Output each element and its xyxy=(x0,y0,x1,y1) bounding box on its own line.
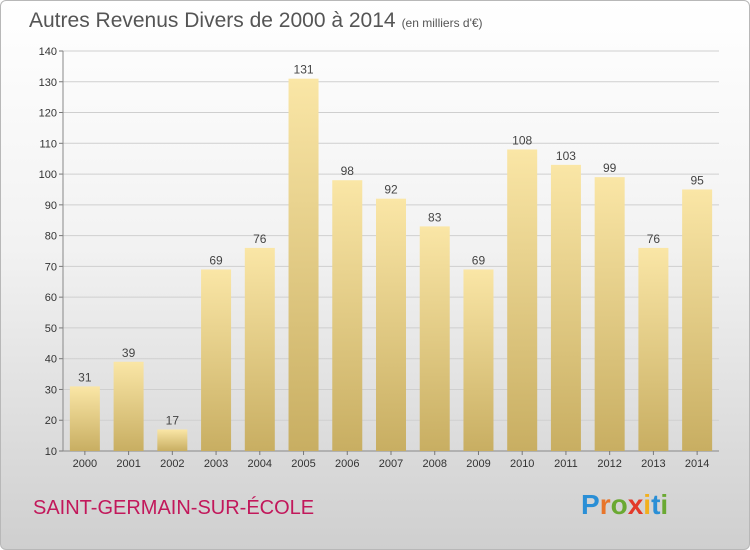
bar xyxy=(594,177,625,451)
bar xyxy=(113,361,144,451)
chart-unit: (en milliers d'€) xyxy=(401,16,483,30)
logo-letter: o xyxy=(610,489,628,520)
bar xyxy=(157,429,188,451)
x-tick-label: 2013 xyxy=(641,458,665,470)
bar-value-label: 69 xyxy=(209,253,223,267)
x-tick-label: 2003 xyxy=(204,458,228,470)
x-tick-label: 2014 xyxy=(685,458,709,470)
y-tick-label: 60 xyxy=(45,292,57,304)
bar-value-label: 108 xyxy=(512,133,532,147)
logo-letter: t xyxy=(651,489,661,520)
bar-value-label: 17 xyxy=(166,413,180,427)
x-tick-label: 2007 xyxy=(379,458,403,470)
bar-value-label: 131 xyxy=(294,63,314,77)
x-tick-label: 2012 xyxy=(597,458,621,470)
bar xyxy=(288,78,319,451)
y-tick-label: 80 xyxy=(45,231,57,243)
x-tick-label: 2006 xyxy=(335,458,359,470)
bar xyxy=(244,247,275,451)
logo-letter: P xyxy=(581,489,600,520)
bar xyxy=(69,386,100,451)
bar xyxy=(419,226,450,451)
x-tick-label: 2004 xyxy=(248,458,272,470)
y-tick-label: 20 xyxy=(45,415,57,427)
chart-title-text: Autres Revenus Divers de 2000 à 2014 xyxy=(29,9,396,32)
bar xyxy=(507,149,538,451)
x-tick-label: 2005 xyxy=(291,458,315,470)
y-tick-label: 130 xyxy=(39,77,57,89)
logo-letter: i xyxy=(660,489,669,520)
x-tick-label: 2010 xyxy=(510,458,534,470)
bar xyxy=(201,269,232,451)
y-tick-label: 100 xyxy=(39,169,57,181)
city-name: SAINT-GERMAIN-SUR-ÉCOLE xyxy=(33,497,315,519)
x-tick-label: 2001 xyxy=(116,458,140,470)
x-tick-label: 2008 xyxy=(422,458,446,470)
bar xyxy=(550,164,581,451)
bars: 31 39 17 69 76 131 98 92 83 69 108 103 99 76 95 xyxy=(69,63,713,451)
y-tick-label: 90 xyxy=(45,200,57,212)
bar xyxy=(638,247,669,451)
bar-value-label: 95 xyxy=(690,173,704,187)
chart-title: Autres Revenus Divers de 2000 à 2014 (en … xyxy=(29,9,483,33)
bar xyxy=(682,189,713,451)
x-tick-label: 2009 xyxy=(466,458,490,470)
bar xyxy=(376,198,406,451)
x-tick-label: 2011 xyxy=(554,458,578,470)
proxiti-logo[interactable]: Proxiti xyxy=(581,489,668,521)
y-tick-label: 140 xyxy=(39,46,57,58)
x-tick-label: 2000 xyxy=(73,458,97,470)
bar-value-label: 69 xyxy=(472,253,486,267)
y-tick-label: 110 xyxy=(39,138,57,150)
y-tick-label: 50 xyxy=(45,323,57,335)
bar-value-label: 92 xyxy=(384,183,398,197)
bar-value-label: 103 xyxy=(556,149,576,163)
bar-value-label: 83 xyxy=(428,210,442,224)
x-axis: 2000 2001 2002 2003 2004 2005 2006 2007 2008 2009… xyxy=(73,451,709,470)
logo-letter: r xyxy=(599,489,611,520)
bar-value-label: 39 xyxy=(122,346,136,360)
bar-value-label: 98 xyxy=(341,164,355,178)
x-tick-label: 2002 xyxy=(160,458,184,470)
logo-letter: i xyxy=(643,489,652,520)
bar-value-label: 76 xyxy=(647,232,661,246)
y-tick-label: 120 xyxy=(39,108,57,120)
logo-letter: x xyxy=(627,489,644,520)
bar-value-label: 76 xyxy=(253,232,267,246)
y-tick-label: 10 xyxy=(45,446,57,458)
y-tick-label: 30 xyxy=(45,384,57,396)
bar-value-label: 31 xyxy=(78,370,92,384)
bar xyxy=(332,180,363,451)
y-tick-label: 70 xyxy=(45,261,57,273)
bar-value-label: 99 xyxy=(603,161,617,175)
bar xyxy=(463,269,494,451)
y-tick-label: 40 xyxy=(45,354,57,366)
